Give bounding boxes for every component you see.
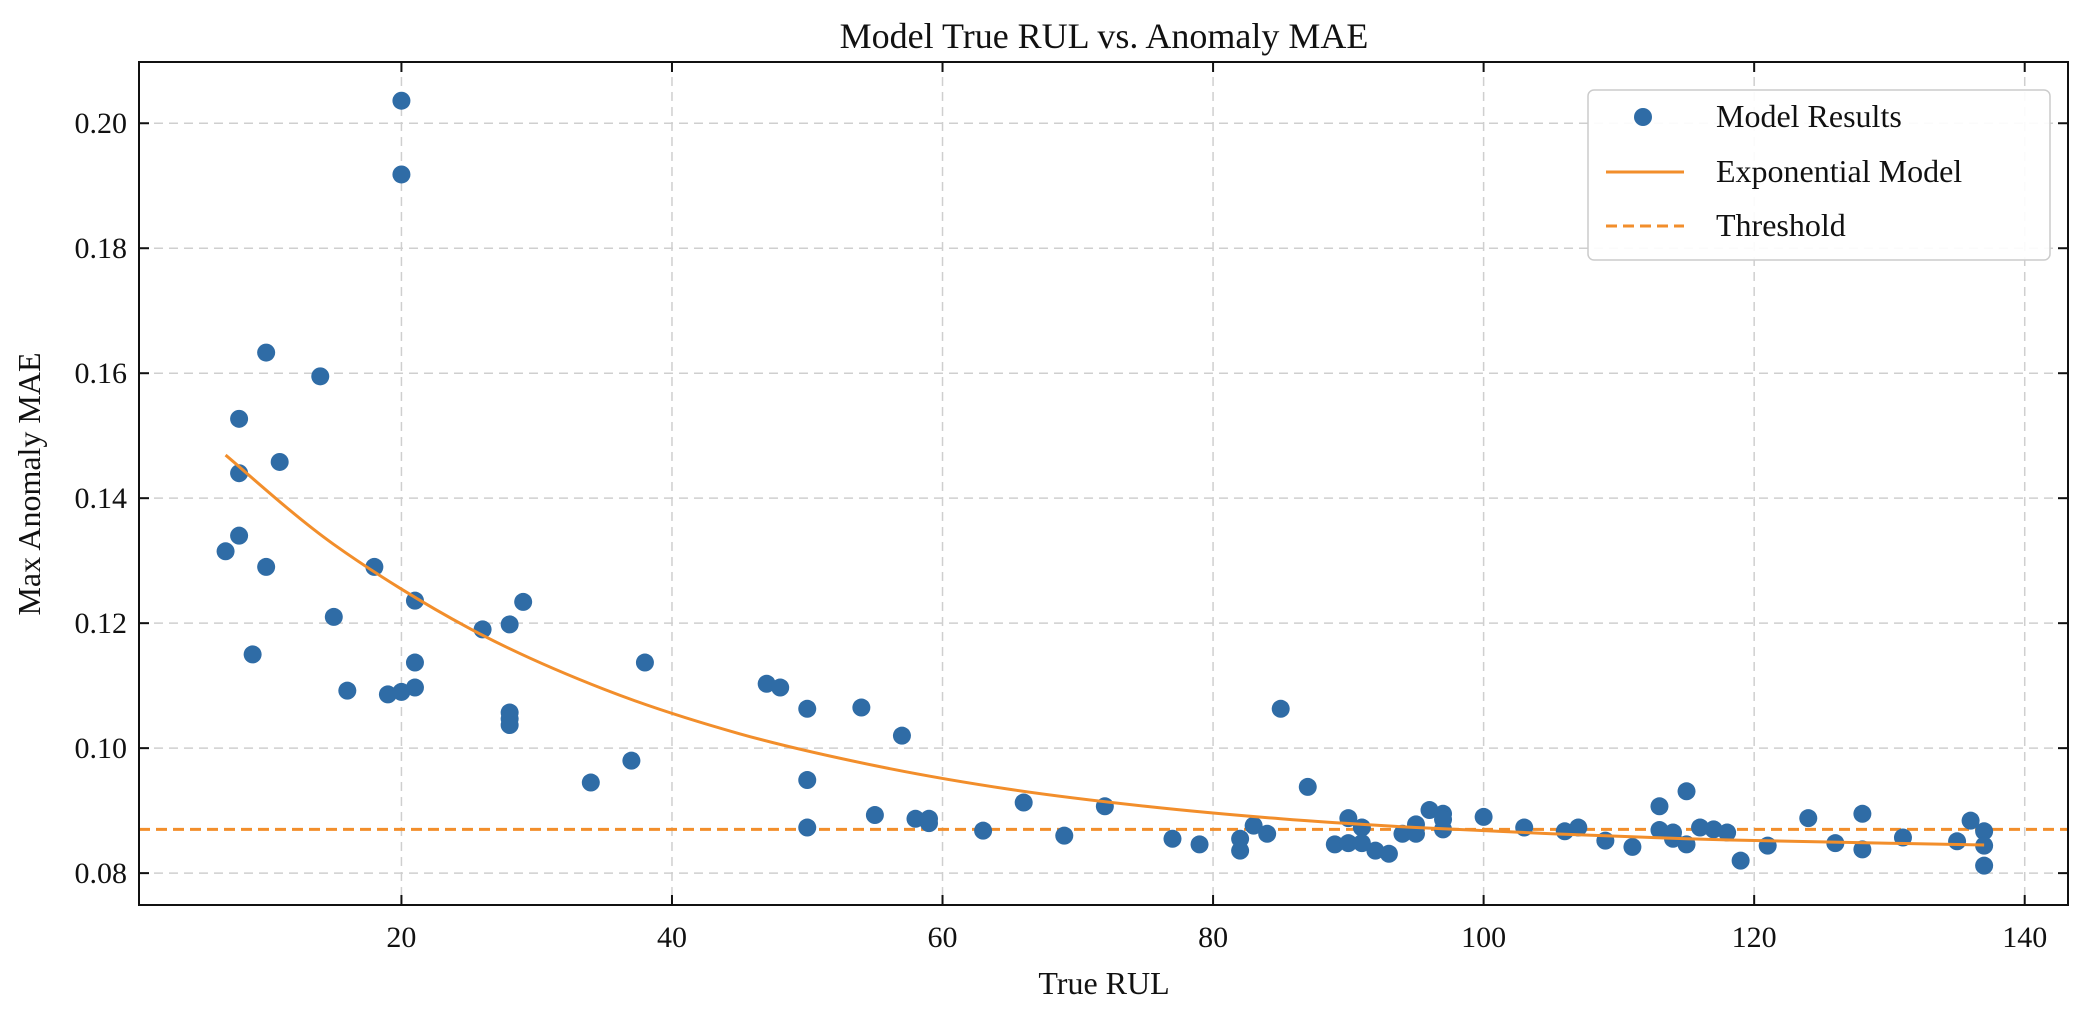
x-axis-label: True RUL <box>1038 965 1169 1001</box>
data-point <box>1271 699 1290 718</box>
x-tick-label: 120 <box>1732 921 1777 954</box>
y-tick-label: 0.20 <box>75 107 128 140</box>
plot-frame <box>138 61 2069 906</box>
plot-marks <box>139 91 2068 875</box>
data-point <box>378 685 397 704</box>
data-point <box>581 773 600 792</box>
data-point <box>1231 841 1250 860</box>
data-point <box>1406 824 1425 843</box>
legend-label-model-results: Model Results <box>1716 98 1902 134</box>
data-point <box>392 682 411 701</box>
data-point <box>1325 835 1344 854</box>
legend-marker-model-results <box>1634 108 1652 126</box>
x-tick-label: 100 <box>1461 921 1506 954</box>
data-point <box>405 653 424 672</box>
data-point <box>500 716 519 735</box>
data-point <box>1650 821 1669 840</box>
data-point <box>892 726 911 745</box>
y-tick-label: 0.16 <box>75 357 128 390</box>
data-point <box>392 91 411 110</box>
legend-box <box>1587 89 2051 261</box>
y-tick-label: 0.14 <box>75 482 128 515</box>
data-point <box>257 343 276 362</box>
data-point <box>906 809 925 828</box>
legend-label-exponential-model: Exponential Model <box>1716 153 1962 189</box>
grid <box>139 62 2068 905</box>
data-point <box>798 771 817 790</box>
y-axis-label: Max Anomaly MAE <box>11 352 47 615</box>
data-point <box>1718 823 1737 842</box>
data-point <box>1975 856 1994 875</box>
data-point <box>1393 824 1412 843</box>
data-point <box>1623 837 1642 856</box>
data-point <box>1258 824 1277 843</box>
data-point <box>365 557 384 576</box>
data-point <box>216 542 235 561</box>
data-point <box>771 678 790 697</box>
data-point <box>798 818 817 837</box>
data-point <box>865 806 884 825</box>
data-point <box>324 607 343 626</box>
data-point <box>1569 818 1588 837</box>
data-point <box>852 698 871 717</box>
legend-label-threshold: Threshold <box>1716 207 1846 243</box>
data-point <box>500 615 519 634</box>
x-tick-label: 40 <box>657 921 687 954</box>
data-point <box>1055 826 1074 845</box>
x-tick-label: 140 <box>2002 921 2047 954</box>
data-point <box>1339 834 1358 853</box>
x-tick-label: 20 <box>386 921 416 954</box>
data-point <box>757 674 776 693</box>
data-point <box>1853 804 1872 823</box>
ticks: 20 40 60 80 100 120 140 0.08 0.10 0.12 0.14 0.16 0.1… <box>75 62 2068 954</box>
data-point <box>1298 777 1317 796</box>
data-point <box>1677 782 1696 801</box>
data-point <box>1731 851 1750 870</box>
data-point <box>1163 829 1182 848</box>
data-point <box>257 557 276 576</box>
data-point <box>514 592 533 611</box>
data-point <box>1352 834 1371 853</box>
data-point <box>392 165 411 184</box>
data-point <box>1975 836 1994 855</box>
data-point <box>1474 807 1493 826</box>
legend: Model Results Exponential Model Threshol… <box>1587 89 2051 261</box>
y-tick-label: 0.08 <box>75 857 128 890</box>
data-point <box>1704 820 1723 839</box>
chart-title: Model True RUL vs. Anomaly MAE <box>840 16 1369 56</box>
x-tick-label: 60 <box>928 921 958 954</box>
data-point <box>405 678 424 697</box>
data-point <box>974 821 993 840</box>
y-tick-label: 0.12 <box>75 607 128 640</box>
data-point <box>243 645 262 664</box>
data-point <box>1366 841 1385 860</box>
data-point <box>1799 809 1818 828</box>
y-tick-label: 0.18 <box>75 232 128 265</box>
data-point <box>1244 816 1263 835</box>
y-tick-label: 0.10 <box>75 732 128 765</box>
data-point <box>230 409 249 428</box>
data-point <box>622 751 641 770</box>
data-point <box>338 681 357 700</box>
data-point <box>919 814 938 833</box>
data-point <box>1650 797 1669 816</box>
data-point <box>1352 818 1371 837</box>
data-point <box>1961 811 1980 830</box>
data-point <box>1014 793 1033 812</box>
data-point <box>1190 835 1209 854</box>
data-point <box>311 367 330 386</box>
data-point <box>1691 818 1710 837</box>
data-point <box>270 452 289 471</box>
data-point <box>1948 832 1967 851</box>
data-point <box>1379 844 1398 863</box>
data-point <box>798 699 817 718</box>
x-tick-label: 80 <box>1198 921 1228 954</box>
data-point <box>1853 840 1872 859</box>
data-point <box>1420 801 1439 820</box>
exponential-model-line <box>224 453 1985 847</box>
data-point <box>1975 822 1994 841</box>
data-point <box>230 526 249 545</box>
data-point <box>635 653 654 672</box>
